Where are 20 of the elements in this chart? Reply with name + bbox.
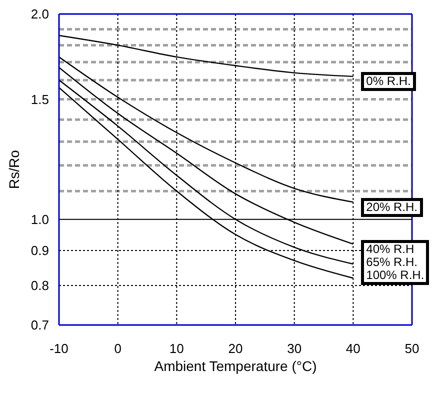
series-label: 100% R.H.: [366, 268, 424, 282]
x-tick-label: 20: [228, 341, 243, 356]
series-label: 65% R.H.: [366, 255, 419, 270]
series-label: 0% R.H.: [366, 74, 411, 88]
y-tick-label: 0.8: [30, 278, 49, 294]
x-axis-title: Ambient Temperature (°C): [154, 358, 317, 374]
x-tick-label: 30: [287, 341, 302, 356]
y-tick-label: 0.9: [30, 243, 49, 258]
series-label: 40% R.H: [366, 242, 416, 256]
x-tick-label: 40: [346, 341, 360, 356]
y-tick-label: 0.7: [30, 318, 49, 333]
x-tick-label: 10: [169, 341, 184, 356]
x-tick-label: 50: [404, 341, 420, 356]
series-label: 20% R.H.: [366, 200, 418, 214]
x-tick-label: 0: [114, 341, 122, 356]
y-tick-label: 1.0: [30, 212, 49, 227]
x-tick-label: -10: [50, 341, 68, 356]
y-axis-title: Rs/Ro: [6, 150, 22, 189]
y-tick-label: 1.5: [30, 92, 49, 107]
y-tick-label: 2.0: [30, 6, 49, 22]
